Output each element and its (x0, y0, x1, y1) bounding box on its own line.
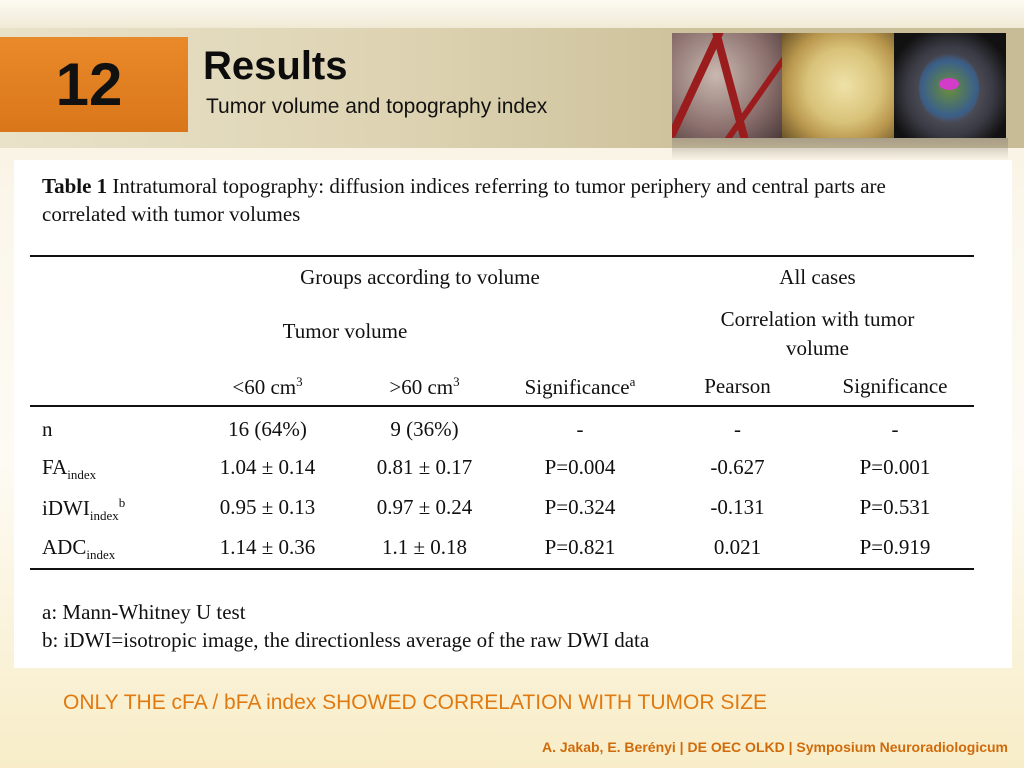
table-panel (14, 160, 1012, 668)
header-correlation: Correlation with tumor volume (720, 307, 915, 360)
slide-number-box: 12 (0, 37, 188, 132)
table-top-rule (30, 255, 974, 257)
slide-subtitle: Tumor volume and topography index (206, 95, 548, 118)
col-significance: Significancea (524, 374, 636, 399)
footer-credits: A. Jakab, E. Berényi | DE OEC OLKD | Sym… (541, 739, 1008, 755)
cell-significance-all: P=0.919 (859, 535, 931, 559)
cell-significance: P=0.324 (544, 495, 616, 519)
cell-lt60: 1.14 ± 0.36 (219, 535, 316, 559)
header-groups: Groups according to volume (300, 265, 540, 289)
cell-significance: - (576, 417, 584, 441)
images-reflection (672, 138, 1008, 160)
mri-dti-image (894, 33, 1006, 138)
slide-number: 12 (55, 51, 123, 118)
table-caption-text: Intratumoral topography: diffusion indic… (42, 174, 886, 226)
cell-lt60: 1.04 ± 0.14 (219, 455, 316, 479)
row-label: ADCindex (42, 535, 116, 563)
header-top-strip (0, 0, 1024, 30)
cell-pearson: - (734, 417, 741, 441)
cell-lt60: 16 (64%) (228, 417, 307, 441)
table-bottom-rule (30, 568, 974, 570)
cell-significance-all: P=0.001 (859, 455, 931, 479)
cell-significance: P=0.004 (544, 455, 616, 479)
cell-significance: P=0.821 (544, 535, 616, 559)
cell-significance-all: P=0.531 (859, 495, 931, 519)
cell-pearson: -0.627 (710, 455, 765, 479)
col-gt60: >60 cm3 (389, 374, 460, 399)
vessels-image (672, 33, 782, 138)
col-pearson: Pearson (704, 374, 771, 398)
header-tumor-volume: Tumor volume (282, 319, 408, 343)
row-label: FAindex (42, 455, 97, 483)
tumor-specimen-image (782, 33, 894, 138)
slide-title: Results (203, 44, 348, 88)
header-all-cases: All cases (779, 265, 856, 289)
table-header-rule (30, 405, 974, 407)
cell-gt60: 0.97 ± 0.24 (376, 495, 473, 519)
col-lt60: <60 cm3 (232, 374, 303, 399)
cell-gt60: 1.1 ± 0.18 (381, 535, 468, 559)
row-label: n (42, 417, 53, 441)
footnote-b: b: iDWI=isotropic image, the directionle… (42, 628, 650, 652)
table-caption-label: Table 1 (42, 174, 108, 198)
col-significance-all: Significance (842, 374, 948, 398)
cell-gt60: 9 (36%) (390, 417, 459, 441)
cell-gt60: 0.81 ± 0.17 (376, 455, 473, 479)
header-images (672, 33, 1008, 138)
cell-pearson: -0.131 (710, 495, 765, 519)
row-label: iDWIindexb (42, 495, 126, 524)
table-caption: Table 1 Intratumoral topography: diffusi… (42, 172, 962, 228)
cell-lt60: 0.95 ± 0.13 (219, 495, 316, 519)
footnote-a: a: Mann-Whitney U test (42, 600, 246, 624)
cell-pearson: 0.021 (713, 535, 762, 559)
conclusion-text: ONLY THE cFA / bFA index SHOWED CORRELAT… (63, 691, 768, 714)
cell-significance-all: - (891, 417, 899, 441)
